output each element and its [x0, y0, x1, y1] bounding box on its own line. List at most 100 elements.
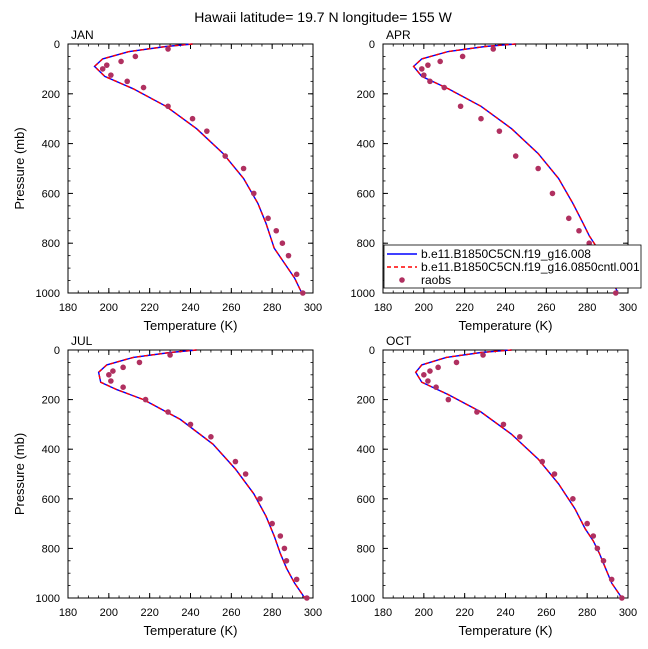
y-tick-label: 200 [357, 395, 375, 407]
y-tick-label: 400 [42, 444, 60, 456]
x-tick-label: 260 [222, 607, 240, 619]
x-tick-label: 280 [263, 302, 281, 314]
legend-swatch-raobs [399, 277, 405, 283]
raobs-point [590, 533, 597, 539]
raobs-point [474, 409, 480, 415]
raobs-point [457, 103, 464, 110]
y-tick-label: 800 [357, 543, 375, 555]
x-tick-label: 180 [59, 607, 77, 619]
panel-title: JUL [71, 334, 93, 348]
y-tick-label: 400 [357, 444, 375, 456]
panel-title: OCT [386, 334, 412, 348]
y-tick-label: 400 [357, 139, 375, 151]
y-tick-label: 1000 [351, 593, 375, 605]
raobs-point [222, 153, 229, 159]
raobs-point [240, 165, 247, 172]
raobs-point [257, 496, 263, 502]
raobs-point [608, 576, 615, 583]
y-tick-label: 1000 [36, 288, 60, 300]
model-cntl-line [93, 43, 303, 294]
raobs-point [242, 471, 249, 477]
raobs-point [165, 103, 171, 110]
y-axis-label: Pressure (mb) [12, 127, 27, 209]
x-tick-label: 220 [455, 607, 473, 619]
x-tick-label: 300 [619, 302, 637, 314]
plot-frame [382, 349, 629, 599]
raobs-point [103, 62, 110, 68]
y-tick-label: 0 [369, 345, 375, 357]
x-axis-label: Temperature (K) [459, 623, 553, 638]
raobs-point [600, 558, 607, 564]
raobs-point [269, 520, 275, 527]
y-tick-label: 800 [42, 238, 60, 250]
raobs-point [140, 84, 147, 91]
raobs-point [453, 359, 460, 366]
raobs-point [118, 58, 124, 65]
raobs-point [445, 396, 452, 403]
x-axis-label: Temperature (K) [144, 623, 238, 638]
raobs-point [437, 58, 443, 65]
raobs-point [425, 378, 431, 384]
raobs-point [273, 227, 280, 234]
raobs-point [281, 545, 288, 552]
raobs-point [167, 352, 173, 358]
panels: 180 200 220 240 260 280 300 0 200 400 600 800 1000 JA… [12, 28, 637, 638]
x-tick-label: 300 [304, 607, 322, 619]
y-tick-label: 200 [42, 89, 60, 101]
raobs-point [99, 66, 106, 72]
plot-frame [67, 43, 314, 294]
raobs-point [187, 421, 194, 428]
raobs-point [421, 72, 427, 78]
y-tick-label: 0 [369, 39, 375, 51]
y-tick-label: 800 [42, 543, 60, 555]
x-tick-label: 260 [537, 607, 555, 619]
raobs-point [459, 53, 466, 60]
legend-box [383, 244, 642, 289]
chart-panel-apr: 180 200 220 240 260 280 300 0 200 400 600 800 1000 AP… [351, 28, 638, 333]
raobs-point [549, 190, 556, 197]
panel-title: JAN [71, 28, 94, 42]
raobs-point [279, 240, 286, 246]
raobs-point [516, 434, 523, 440]
x-tick-label: 180 [374, 607, 392, 619]
raobs-point [480, 352, 486, 358]
raobs-point [535, 165, 541, 172]
raobs-point [250, 190, 257, 197]
y-axis-label: Pressure (mb) [12, 433, 27, 515]
raobs-point [427, 368, 433, 374]
chart-panel-jul: 180 200 220 240 260 280 300 0 200 400 600 800 1000 JU… [12, 334, 322, 638]
raobs-point [478, 115, 484, 122]
raobs-point [576, 227, 582, 234]
legend-entry: b.e11.B1850C5CN.f19_g16.008 [421, 247, 591, 261]
raobs-point [136, 359, 143, 366]
x-tick-label: 240 [181, 302, 199, 314]
y-tick-label: 600 [42, 188, 60, 200]
raobs-point [490, 46, 497, 52]
raobs-point [433, 384, 439, 391]
raobs-point [425, 62, 431, 68]
raobs-point [265, 215, 271, 222]
raobs-point [110, 368, 116, 374]
model-cntl-line [414, 349, 623, 599]
raobs-point [496, 128, 503, 134]
raobs-point [142, 396, 149, 403]
x-axis-label: Temperature (K) [144, 318, 238, 333]
raobs-point [565, 215, 572, 222]
x-tick-label: 200 [100, 607, 118, 619]
y-tick-label: 600 [42, 494, 60, 506]
y-tick-label: 600 [357, 188, 375, 200]
y-tick-label: 0 [54, 39, 60, 51]
y-tick-label: 200 [357, 89, 375, 101]
y-tick-label: 400 [42, 139, 60, 151]
x-tick-label: 240 [181, 607, 199, 619]
x-tick-label: 300 [304, 302, 322, 314]
raobs-point [612, 290, 619, 296]
plot-frame [67, 349, 314, 599]
y-tick-label: 1000 [36, 593, 60, 605]
raobs-point [106, 372, 112, 378]
x-tick-label: 220 [140, 302, 158, 314]
chart-panel-oct: 180 200 220 240 260 280 300 0 200 400 600 800 1000 OC… [351, 334, 638, 638]
x-tick-label: 180 [374, 302, 392, 314]
raobs-point [304, 595, 310, 601]
raobs-point [435, 364, 441, 371]
